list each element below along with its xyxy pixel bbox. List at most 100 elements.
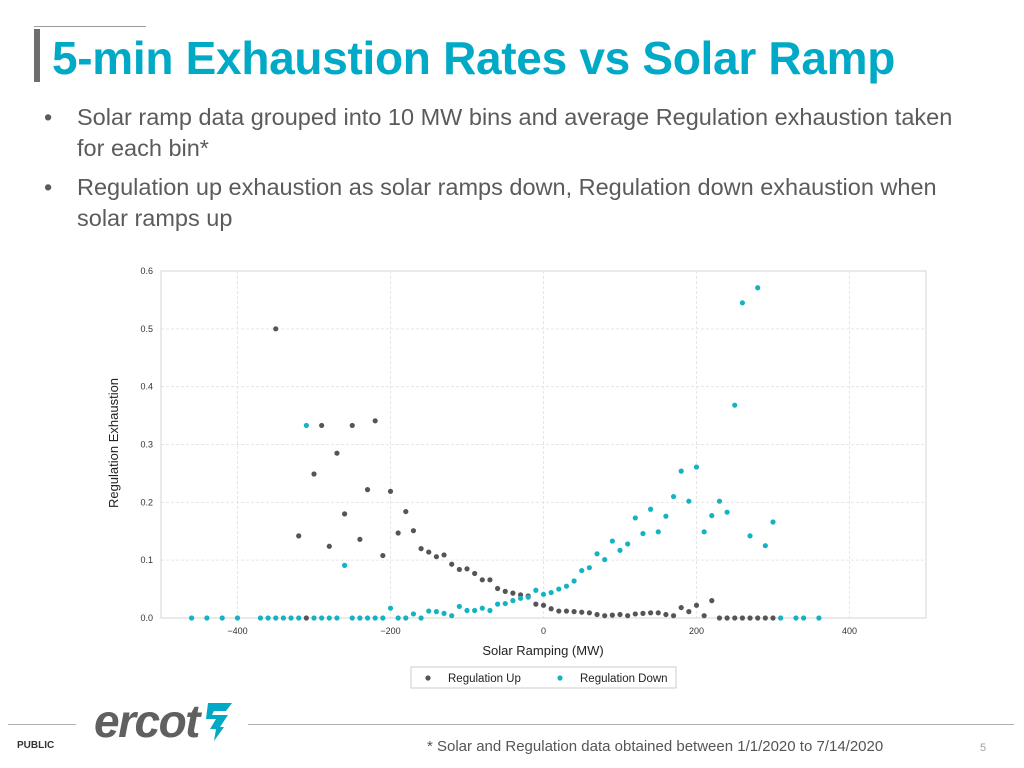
x-axis-ticks: −400 −200 0 200 400	[227, 626, 857, 636]
regulation-down-point	[219, 615, 225, 621]
regulation-down-point	[632, 515, 638, 521]
regulation-up-point	[770, 615, 776, 621]
regulation-down-point	[479, 605, 485, 611]
regulation-down-point	[693, 464, 700, 470]
regulation-up-point	[586, 610, 592, 616]
regulation-down-point	[716, 498, 723, 504]
legend-marker-regulation-down	[557, 675, 563, 681]
regulation-up-point	[479, 577, 485, 583]
regulation-up-point	[487, 577, 493, 583]
regulation-down-point	[586, 565, 592, 571]
regulation-up-point	[342, 511, 348, 517]
regulation-up-point	[441, 552, 447, 558]
bullet-list: • Solar ramp data grouped into 10 MW bin…	[44, 102, 984, 242]
regulation-up-point	[625, 613, 631, 619]
regulation-up-point	[311, 471, 317, 477]
y-tick-label: 0.3	[140, 440, 153, 450]
regulation-down-point	[273, 615, 279, 621]
regulation-up-point	[571, 609, 577, 615]
footnote: * Solar and Regulation data obtained bet…	[427, 738, 884, 755]
regulation-down-point	[670, 493, 677, 500]
x-axis-label: Solar Ramping (MW)	[482, 643, 603, 658]
regulation-up-point	[755, 615, 761, 621]
regulation-up-point	[334, 450, 340, 456]
regulation-up-point	[609, 612, 615, 618]
regulation-down-point	[311, 615, 317, 621]
data-points	[189, 285, 822, 621]
regulation-down-point	[724, 509, 730, 515]
regulation-up-point	[319, 422, 325, 429]
legend-box	[410, 666, 677, 689]
regulation-down-point	[487, 607, 493, 614]
regulation-up-point	[655, 610, 661, 616]
regulation-down-point	[594, 551, 600, 557]
regulation-down-point	[663, 513, 669, 519]
regulation-up-point	[747, 615, 753, 621]
regulation-up-point	[716, 615, 723, 621]
regulation-down-point	[364, 615, 371, 621]
chart-legend: Regulation Up Regulation Down	[410, 666, 677, 689]
legend-marker-regulation-up	[425, 675, 431, 681]
footer-rule-left	[8, 724, 76, 725]
regulation-down-point	[449, 613, 455, 619]
regulation-up-point	[732, 615, 738, 621]
bullet-item: • Solar ramp data grouped into 10 MW bin…	[44, 102, 984, 164]
regulation-down-point	[288, 615, 294, 621]
regulation-up-point	[648, 610, 654, 616]
regulation-down-point	[456, 603, 462, 610]
regulation-up-point	[303, 615, 309, 621]
texas-mark-icon	[205, 703, 232, 741]
regulation-down-point	[502, 600, 508, 607]
regulation-down-point	[426, 608, 432, 614]
regulation-down-point	[349, 615, 355, 621]
bullet-text: Solar ramp data grouped into 10 MW bins …	[77, 104, 953, 161]
regulation-down-point	[640, 530, 646, 537]
regulation-down-point	[747, 533, 753, 539]
regulation-down-point	[257, 615, 264, 621]
regulation-up-point	[563, 608, 570, 614]
regulation-up-point	[456, 566, 462, 573]
y-tick-label: 0.6	[140, 266, 153, 276]
regulation-down-point	[579, 567, 585, 574]
regulation-up-point	[495, 585, 501, 592]
regulation-down-point	[410, 611, 417, 617]
x-tick-label: 200	[689, 626, 704, 636]
regulation-down-point	[801, 615, 807, 621]
regulation-up-point	[380, 552, 386, 559]
regulation-up-point	[410, 528, 417, 534]
regulation-up-point	[663, 611, 669, 618]
regulation-up-point	[395, 530, 401, 536]
regulation-up-point	[464, 566, 470, 572]
regulation-down-point	[403, 615, 409, 621]
regulation-up-point	[579, 609, 585, 615]
bullet-dot: •	[44, 104, 53, 130]
regulation-down-point	[510, 598, 516, 604]
regulation-down-point	[709, 513, 715, 519]
regulation-up-point	[724, 615, 730, 621]
regulation-down-point	[372, 615, 378, 621]
bullet-item: • Regulation up exhaustion as solar ramp…	[44, 172, 984, 234]
regulation-up-point	[548, 606, 554, 612]
regulation-up-point	[709, 598, 715, 604]
regulation-up-point	[540, 602, 547, 608]
regulation-down-point	[334, 615, 340, 621]
regulation-up-point	[349, 422, 355, 429]
regulation-down-point	[571, 578, 577, 584]
regulation-up-point	[602, 613, 608, 619]
regulation-up-point	[326, 543, 332, 549]
regulation-up-point	[510, 590, 516, 596]
bullet-dot: •	[44, 174, 53, 200]
regulation-down-point	[280, 615, 286, 621]
regulation-up-point	[387, 488, 394, 494]
regulation-up-point	[686, 609, 692, 615]
regulation-down-point	[380, 615, 386, 621]
logo-wordmark: ercot	[94, 695, 200, 747]
slide-title: 5-min Exhaustion Rates vs Solar Ramp	[52, 32, 896, 84]
regulation-down-point	[495, 601, 501, 607]
regulation-up-point	[678, 604, 684, 611]
regulation-down-point	[556, 586, 562, 592]
regulation-up-point	[762, 615, 768, 621]
regulation-down-point	[686, 498, 692, 504]
regulation-up-point	[296, 533, 302, 539]
regulation-down-point	[433, 609, 439, 615]
